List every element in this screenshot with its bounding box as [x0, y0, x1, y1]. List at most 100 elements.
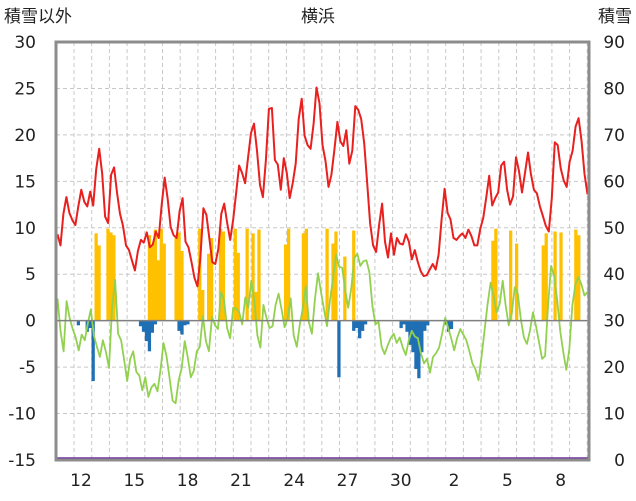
- precipitation-bar: [147, 320, 152, 352]
- min-temp-line: [56, 252, 589, 405]
- sunshine-bar: [109, 232, 113, 321]
- x-tick-label: 24: [283, 471, 305, 491]
- sunshine-bar: [201, 290, 205, 321]
- x-tick-label: 8: [555, 471, 566, 491]
- sunshine-bar: [301, 233, 306, 321]
- sunshine-bar: [491, 240, 495, 321]
- precipitation-bar: [352, 320, 356, 331]
- precipitation-bar: [363, 320, 368, 325]
- sunshine-bar: [162, 243, 166, 321]
- precipitation-bar: [355, 320, 359, 329]
- precipitation-bar: [417, 320, 421, 379]
- x-tick-label: 15: [123, 471, 145, 491]
- sunshine-bar: [94, 233, 98, 321]
- y-left-tick-label: 15: [14, 172, 36, 192]
- precipitation-bar: [414, 320, 418, 369]
- x-tick-label: 12: [70, 471, 92, 491]
- y-right-tick-label: 70: [603, 126, 625, 146]
- sunshine-bar: [221, 231, 226, 321]
- precipitation-bar: [186, 320, 190, 325]
- sunshine-bar: [334, 231, 338, 321]
- precipitation-bar: [358, 320, 362, 339]
- precipitation-bar: [426, 320, 430, 326]
- sunshine-bar: [150, 245, 155, 321]
- sunshine-bar: [198, 228, 202, 321]
- sunshine-bar: [514, 243, 519, 321]
- y-left-tick-label: 10: [14, 219, 36, 239]
- sunshine-bar: [156, 260, 160, 321]
- precipitation-bar: [88, 320, 92, 329]
- precipitation-bar: [153, 320, 157, 325]
- y-right-tick-label: 40: [603, 265, 625, 285]
- y-axis-right-label: 積雪: [598, 7, 632, 27]
- precipitation-bar: [360, 320, 365, 331]
- x-tick-label: 27: [337, 471, 359, 491]
- y-right-tick-label: 60: [603, 172, 625, 192]
- sunshine-bar: [509, 230, 513, 321]
- sunshine-bar: [153, 229, 157, 321]
- sunshine-bar: [209, 237, 214, 321]
- y-right-tick-label: 50: [603, 219, 625, 239]
- precipitation-bar: [420, 320, 424, 353]
- sunshine-bar: [218, 228, 223, 321]
- precipitation-bar: [405, 320, 409, 332]
- sunshine-bar: [174, 237, 178, 321]
- y-right-tick-label: 10: [603, 405, 625, 425]
- precipitation-bar: [177, 320, 181, 331]
- sunshine-bar: [544, 233, 548, 321]
- y-right-tick-label: 90: [603, 33, 625, 53]
- x-axis-ticks: 12 15 18 21 24 27 30 2 5 8: [70, 471, 566, 491]
- precipitation-bars: [76, 320, 454, 382]
- y-right-tick-label: 30: [603, 312, 625, 332]
- sunshine-bar: [245, 228, 249, 321]
- sunshine-bar: [207, 253, 211, 321]
- precipitation-bar: [76, 320, 80, 326]
- precipitation-bar: [141, 320, 146, 332]
- precipitation-bar: [183, 320, 187, 326]
- y-right-tick-label: 20: [603, 358, 625, 378]
- sunshine-bar: [494, 228, 498, 321]
- precipitation-bar: [408, 320, 412, 345]
- y-left-tick-label: 0: [25, 312, 36, 332]
- precipitation-bar: [411, 320, 415, 353]
- x-tick-label: 5: [502, 471, 513, 491]
- y-axis-left-label: 積雪以外: [4, 7, 72, 27]
- sunshine-bar: [304, 228, 308, 321]
- precipitation-bar: [91, 320, 95, 382]
- precipitation-bar: [423, 320, 427, 331]
- sunshine-bar: [574, 229, 578, 321]
- y-right-tick-label: 80: [603, 79, 625, 99]
- x-tick-label: 2: [449, 471, 460, 491]
- y-left-tick-label: 5: [25, 265, 36, 285]
- sunshine-bar: [97, 245, 101, 321]
- sunshine-bar: [159, 228, 163, 321]
- max-temp-line: [56, 86, 589, 288]
- precipitation-bar: [144, 320, 149, 342]
- y-left-tick-label: 30: [14, 33, 36, 53]
- sunshine-bar: [147, 235, 152, 321]
- precipitation-bar: [402, 320, 406, 325]
- y-axis-left-ticks: 30 25 20 15 10 5 0 -5 -10 -15: [8, 33, 36, 471]
- precipitation-bar: [180, 320, 184, 335]
- chart-title: 横浜: [301, 7, 335, 27]
- y-left-tick-label: -15: [8, 451, 36, 471]
- sunshine-bar: [236, 252, 240, 321]
- precipitation-bar: [138, 320, 143, 327]
- sunshine-bar: [180, 251, 184, 321]
- sunshine-bar: [233, 228, 237, 321]
- sunshine-bar: [559, 232, 563, 321]
- precipitation-bar: [443, 320, 448, 325]
- y-left-tick-label: 20: [14, 126, 36, 146]
- precipitation-bar: [399, 320, 403, 329]
- precipitation-bar: [449, 320, 454, 330]
- sunshine-bar: [541, 245, 545, 321]
- y-right-tick-label: 0: [614, 451, 625, 471]
- sunshine-bar: [325, 228, 329, 321]
- series-lines: [56, 86, 589, 405]
- sunshine-bar: [106, 228, 110, 321]
- y-left-tick-label: -10: [8, 405, 36, 425]
- plot-frame: [54, 40, 591, 462]
- precipitation-bar: [150, 320, 155, 333]
- precipitation-bar: [337, 320, 341, 378]
